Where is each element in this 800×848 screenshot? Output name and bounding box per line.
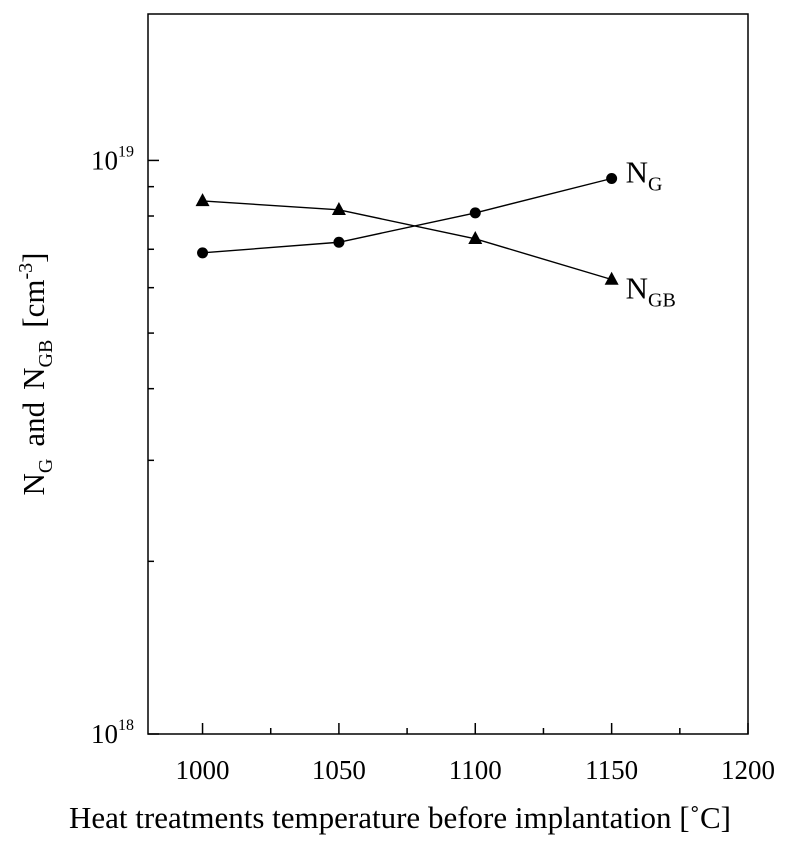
y-title-n2-sub: GB [35, 340, 57, 368]
series-line [202, 200, 612, 281]
data-point [195, 193, 210, 207]
data-point [606, 172, 618, 184]
y-axis-title: NGandNGB[cm-3] [15, 253, 57, 496]
x-tick-label: 1200 [721, 755, 775, 785]
data-point [197, 247, 209, 259]
y-title-n1: N [16, 473, 51, 495]
x-tick-label: 1150 [585, 755, 638, 785]
series-label-subscript: G [648, 173, 662, 195]
plot-frame [147, 13, 749, 735]
x-tick-label: 1000 [176, 755, 230, 785]
data-point [469, 207, 481, 219]
x-tick-label: 1050 [312, 755, 366, 785]
y-title-n1-sub: G [35, 459, 57, 473]
series-line [202, 177, 612, 254]
y-title-unit-close: ] [16, 253, 51, 263]
series-layer: NG NGB [195, 154, 676, 311]
y-tick-label: 10 [91, 145, 118, 175]
series-label-subscript: GB [648, 289, 676, 311]
y-tick-label-exponent: 18 [118, 717, 134, 734]
x-tick-label: 1100 [449, 755, 502, 785]
data-point [468, 231, 483, 245]
series-label: NGB [626, 270, 676, 311]
y-tick-label-exponent: 19 [118, 143, 134, 160]
y-title-n2: N [16, 368, 51, 390]
y-title-and: and [16, 401, 51, 446]
data-point [333, 236, 345, 248]
data-point [604, 271, 619, 285]
y-tick-label: 10 [91, 719, 118, 749]
y-title-unit-exp: -3 [15, 263, 37, 280]
data-point [331, 202, 346, 216]
series-label: NG [626, 154, 663, 195]
y-title-unit: [cm [16, 280, 51, 328]
x-axis-title: Heat treatments temperature before impla… [69, 800, 731, 835]
